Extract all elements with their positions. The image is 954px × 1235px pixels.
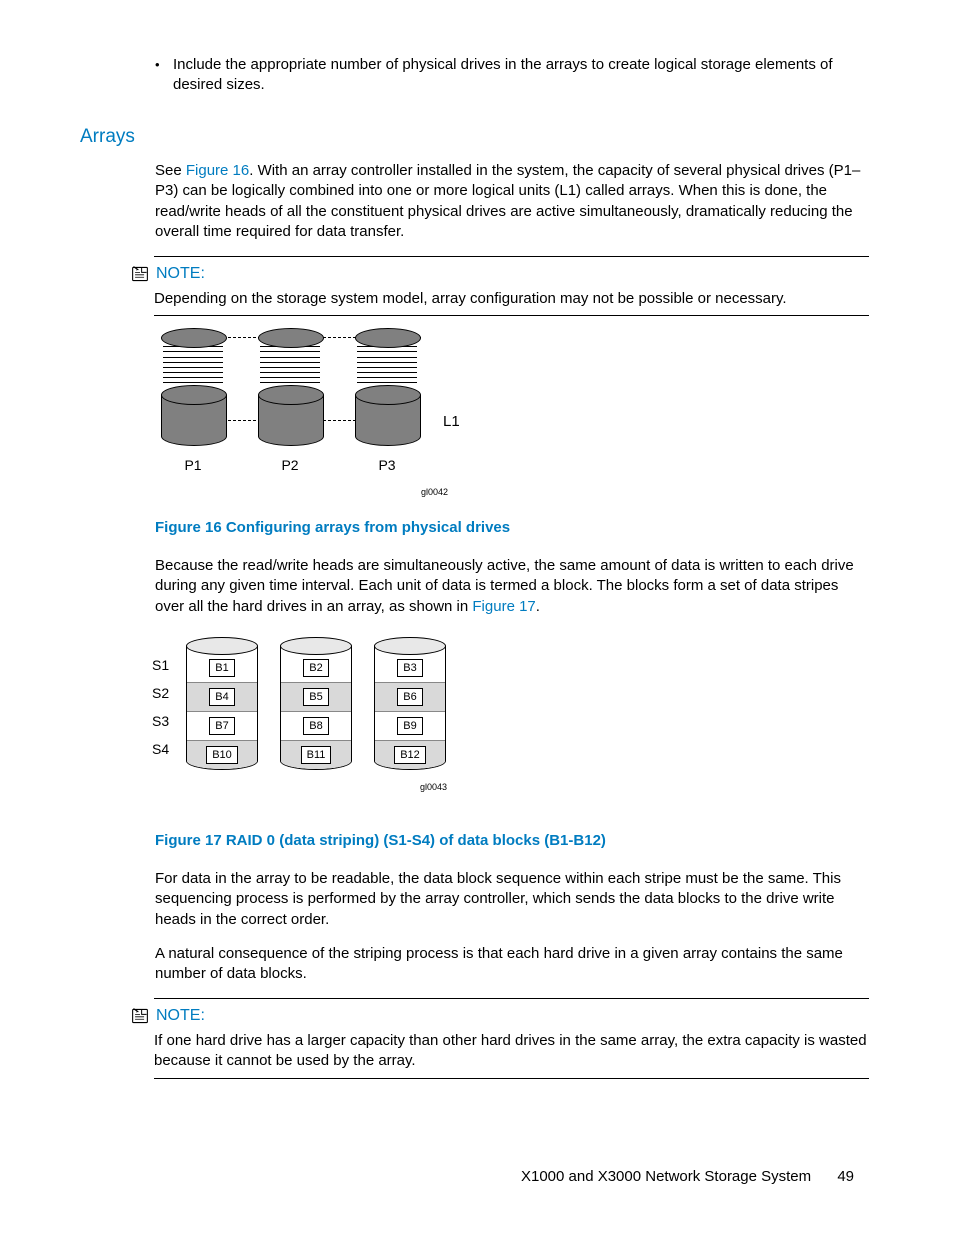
drive-p3: P3 <box>355 328 419 475</box>
data-block: B9 <box>397 717 422 736</box>
note-block-1: NOTE: Depending on the storage system mo… <box>130 256 869 316</box>
footer-title: X1000 and X3000 Network Storage System <box>521 1168 811 1185</box>
data-block: B6 <box>397 688 422 707</box>
data-block: B3 <box>397 659 422 678</box>
note-icon <box>130 1007 150 1025</box>
para2-suffix: . <box>536 598 540 615</box>
paragraph-intro: See Figure 16. With an array controller … <box>155 161 869 242</box>
figure-16-caption: Figure 16 Configuring arrays from physic… <box>155 518 869 538</box>
figure-17-caption: Figure 17 RAID 0 (data striping) (S1-S4)… <box>155 831 869 851</box>
figure17-artnum: gl0043 <box>420 781 447 793</box>
link-figure-16[interactable]: Figure 16 <box>186 162 249 179</box>
drive-p2: P2 <box>258 328 322 475</box>
note-label: NOTE: <box>156 1005 205 1027</box>
bullet-text: Include the appropriate number of physic… <box>173 55 869 96</box>
data-block: B8 <box>303 717 328 736</box>
bullet-item: • Include the appropriate number of phys… <box>155 55 869 96</box>
data-block: B10 <box>206 746 238 765</box>
stripe-label: S4 <box>152 735 169 763</box>
striped-drive-2: B2 B5 B8 B11 <box>280 637 350 770</box>
para1-prefix: See <box>155 162 186 179</box>
para1-suffix: . With an array controller installed in … <box>155 162 860 240</box>
data-block: B7 <box>209 717 234 736</box>
note-divider <box>154 998 869 999</box>
note-block-2: NOTE: If one hard drive has a larger cap… <box>130 998 869 1078</box>
striped-drive-1: B1 B4 B7 B10 <box>186 637 256 770</box>
drive-label: P1 <box>161 456 225 475</box>
data-block: B5 <box>303 688 328 707</box>
data-block: B4 <box>209 688 234 707</box>
figure-17: S1S2S3S4 gl0043 B1 B4 B7 B10 B2 B5 B8 B11 B3 B6 B9… <box>152 631 462 821</box>
paragraph-consequence: A natural consequence of the striping pr… <box>155 944 869 985</box>
note-divider <box>154 1078 869 1079</box>
note-icon <box>130 265 150 283</box>
note-body: If one hard drive has a larger capacity … <box>154 1031 869 1072</box>
note-body: Depending on the storage system model, a… <box>154 289 869 309</box>
figure-16: L1 gl0042 P1 P2 P3 <box>155 328 465 508</box>
paragraph-sequencing: For data in the array to be readable, th… <box>155 869 869 930</box>
stripe-label: S3 <box>152 707 169 735</box>
data-block: B2 <box>303 659 328 678</box>
figure16-artnum: gl0042 <box>421 486 448 498</box>
stripe-label: S2 <box>152 679 169 707</box>
footer-page-number: 49 <box>837 1168 854 1185</box>
data-block: B11 <box>301 746 332 765</box>
document-page: • Include the appropriate number of phys… <box>0 0 954 1235</box>
data-block: B1 <box>209 659 234 678</box>
paragraph-blocks: Because the read/write heads are simulta… <box>155 556 869 617</box>
link-figure-17[interactable]: Figure 17 <box>472 598 535 615</box>
drive-label: P2 <box>258 456 322 475</box>
drive-label: P3 <box>355 456 419 475</box>
striped-drive-3: B3 B6 B9 B12 <box>374 637 444 770</box>
note-divider <box>154 256 869 257</box>
section-heading-arrays: Arrays <box>80 124 869 150</box>
drive-p1: P1 <box>161 328 225 475</box>
note-label: NOTE: <box>156 263 205 285</box>
stripe-labels: S1S2S3S4 <box>152 651 169 763</box>
note-divider <box>154 315 869 316</box>
bullet-marker: • <box>155 55 173 96</box>
page-footer: X1000 and X3000 Network Storage System 4… <box>521 1167 854 1187</box>
data-block: B12 <box>394 746 426 765</box>
stripe-label: S1 <box>152 651 169 679</box>
l1-label: L1 <box>443 412 460 432</box>
